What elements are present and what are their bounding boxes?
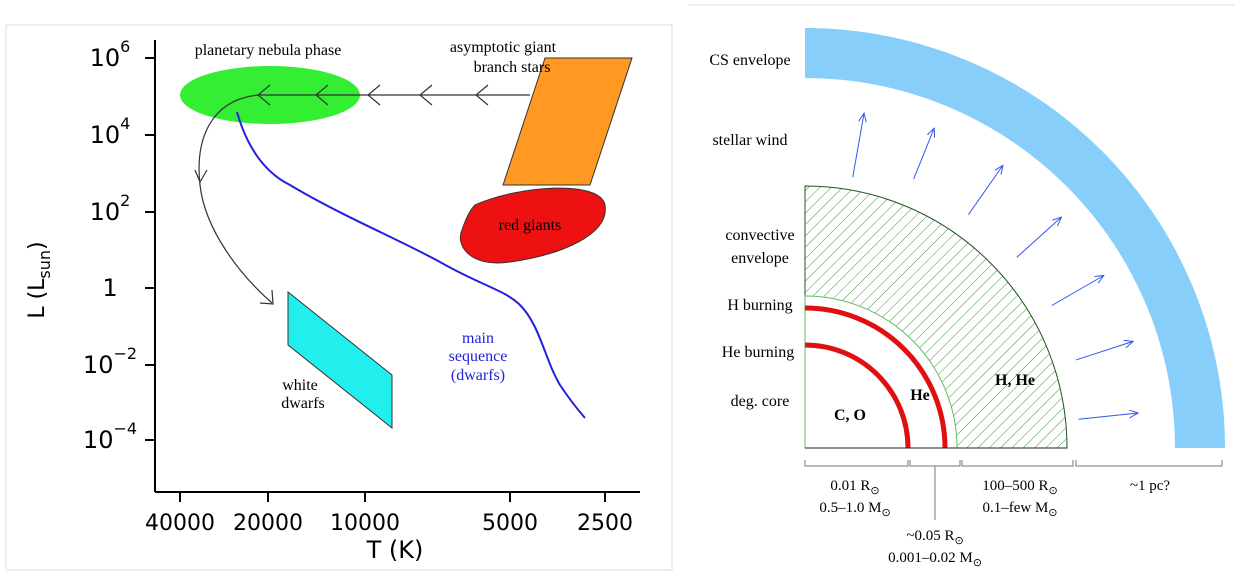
wind-arrow bbox=[968, 165, 1002, 214]
tick-base: 10 bbox=[90, 121, 121, 149]
layer-label: convective bbox=[725, 227, 794, 244]
scale-label: ~0.05 R⊙ bbox=[906, 528, 963, 547]
layer-label: deg. core bbox=[731, 393, 790, 410]
layer-label: CS envelope bbox=[709, 52, 790, 69]
tick-exp: 2 bbox=[120, 191, 130, 210]
scale-sub: ⊙ bbox=[870, 485, 879, 497]
y-tick-label: 10−2 bbox=[83, 344, 137, 379]
scale-label: 0.5–1.0 M⊙ bbox=[819, 500, 890, 519]
wind-arrow bbox=[853, 113, 864, 177]
y-label-main: L (L bbox=[25, 278, 50, 319]
region-label: branch stars bbox=[474, 59, 551, 76]
y-tick-label: 106 bbox=[90, 37, 131, 72]
y-tick-label: 10−4 bbox=[83, 419, 137, 454]
scale-sub: ⊙ bbox=[1049, 485, 1058, 497]
y-label-sub: sun bbox=[35, 250, 54, 279]
wind-arrow bbox=[1017, 217, 1062, 257]
figure: 106104102110−210−4 400002000010000500025… bbox=[0, 0, 1235, 574]
region-label: planetary nebula phase bbox=[195, 42, 342, 59]
region-label: main bbox=[462, 330, 494, 347]
scale-label: 0.1–few M⊙ bbox=[982, 500, 1057, 519]
scale-text: ~0.05 R bbox=[906, 528, 954, 544]
layer-labels: CS envelope stellar wind convective enve… bbox=[709, 52, 794, 410]
scale-text: 0.001–0.02 M bbox=[888, 550, 973, 566]
region-label: white bbox=[282, 377, 318, 394]
zone-label: C, O bbox=[834, 407, 866, 424]
layer-label: He burning bbox=[722, 344, 794, 361]
tick-exp: −2 bbox=[113, 344, 137, 363]
agb-region bbox=[503, 58, 632, 185]
tick-exp: 4 bbox=[120, 114, 130, 133]
region-label: red giants bbox=[499, 217, 562, 234]
wind-arrow bbox=[1078, 413, 1138, 419]
x-tick-label: 2500 bbox=[577, 511, 633, 536]
scale-text: ~1 pc? bbox=[1130, 478, 1171, 494]
scale-label: 0.01 R⊙ bbox=[830, 478, 879, 497]
region-label: (dwarfs) bbox=[451, 367, 505, 384]
y-tick-label: 104 bbox=[90, 114, 131, 149]
page: 106104102110−210−4 400002000010000500025… bbox=[0, 0, 1235, 574]
zone-label: H, He bbox=[995, 372, 1035, 389]
y-tick-label: 1 bbox=[102, 274, 117, 302]
scale-sub: ⊙ bbox=[1048, 507, 1057, 519]
layer-label: H burning bbox=[727, 297, 792, 314]
scale-labels: 0.01 R⊙0.5–1.0 M⊙100–500 R⊙0.1–few M⊙~1 … bbox=[819, 478, 1170, 569]
wind-arrow bbox=[1076, 341, 1133, 360]
scale-text: 0.01 R bbox=[830, 478, 870, 494]
scale-label: 100–500 R⊙ bbox=[982, 478, 1057, 497]
x-tick-label: 5000 bbox=[482, 511, 538, 536]
scale-text: 0.5–1.0 M bbox=[819, 500, 881, 516]
scale-sub: ⊙ bbox=[973, 557, 982, 569]
x-tick-label: 10000 bbox=[330, 511, 400, 536]
region-label: dwarfs bbox=[281, 395, 325, 412]
y-label-end: ) bbox=[25, 241, 50, 250]
y-tick-label: 102 bbox=[90, 191, 131, 226]
region-label: sequence bbox=[449, 348, 508, 365]
scale-sub: ⊙ bbox=[881, 507, 890, 519]
layer-label: stellar wind bbox=[712, 132, 787, 149]
wind-arrow bbox=[914, 128, 935, 179]
scale-text: 0.1–few M bbox=[982, 500, 1048, 516]
y-axis-label: L (Lsun) bbox=[25, 241, 54, 318]
tick-base: 10 bbox=[83, 351, 114, 379]
layer-label: envelope bbox=[731, 250, 789, 267]
scale-text: 100–500 R bbox=[982, 478, 1048, 494]
scale-label: 0.001–0.02 M⊙ bbox=[888, 550, 982, 569]
tick-base: 1 bbox=[102, 274, 117, 302]
tick-base: 10 bbox=[83, 426, 114, 454]
wind-arrow bbox=[1052, 276, 1104, 306]
scale-sub: ⊙ bbox=[954, 535, 963, 547]
x-tick-label: 20000 bbox=[233, 511, 303, 536]
x-tick-label: 40000 bbox=[145, 511, 215, 536]
tick-exp: −4 bbox=[113, 419, 137, 438]
x-axis-label: T (K) bbox=[366, 536, 424, 564]
tick-exp: 6 bbox=[120, 37, 130, 56]
scale-label: ~1 pc? bbox=[1130, 478, 1171, 494]
region-label: asymptotic giant bbox=[450, 39, 557, 56]
tick-base: 10 bbox=[90, 44, 121, 72]
zone-label: He bbox=[910, 387, 930, 404]
x-ticks: 40000 20000 10000 5000 2500 bbox=[145, 492, 633, 536]
structure-panel: CS envelope stellar wind convective enve… bbox=[688, 5, 1235, 569]
tick-base: 10 bbox=[90, 198, 121, 226]
